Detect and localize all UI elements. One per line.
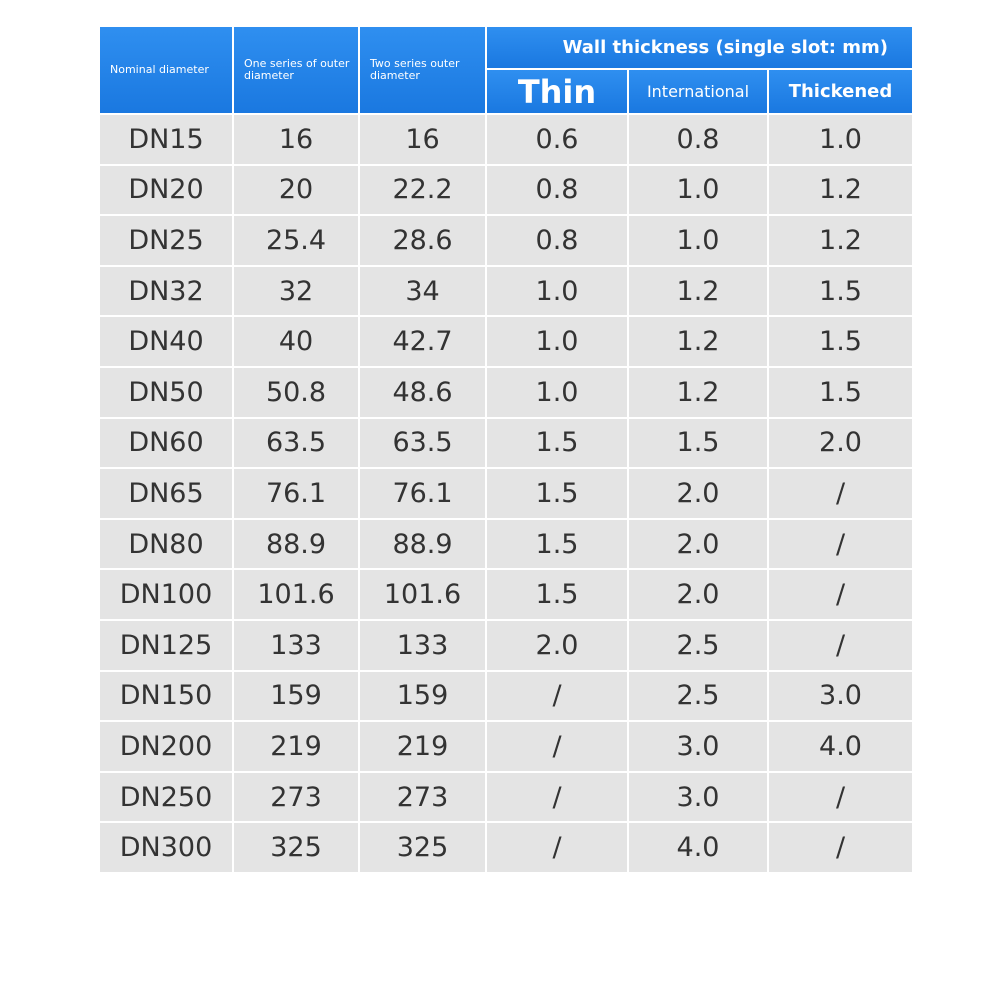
row-label: DN300 [100,823,232,872]
row-label: DN15 [100,115,232,164]
table-cell: 4.0 [629,823,767,872]
table-cell: / [769,772,912,822]
table-cell: 1.0 [629,165,767,215]
table-cell: 2.0 [487,621,627,670]
row-label: DN200 [100,722,232,771]
table-cell: 159 [360,671,485,721]
table-cell: 0.8 [487,216,627,265]
table-cell: 1.0 [769,115,912,164]
header-wall-thickness: Wall thickness (single slot: mm) [487,27,912,68]
row-label: DN80 [100,519,232,569]
table-cell: 325 [360,823,485,872]
table-cell: 1.2 [629,368,767,417]
table-cell: 2.5 [629,621,767,670]
table-cell: 2.0 [629,469,767,518]
table-cell: 3.0 [769,671,912,721]
table-cell: / [487,823,627,872]
row-label: DN25 [100,216,232,265]
table-cell: 273 [360,772,485,822]
table-cell: / [487,772,627,822]
table-cell: 159 [234,671,358,721]
table-cell: / [769,519,912,569]
table-cell: 1.5 [487,469,627,518]
table-cell: 1.2 [769,216,912,265]
row-label: DN250 [100,772,232,822]
table-cell: / [769,621,912,670]
table-cell: 76.1 [360,469,485,518]
row-label: DN50 [100,368,232,417]
table-cell: 1.5 [769,317,912,366]
table-cell: 50.8 [234,368,358,417]
table-cell: 3.0 [629,772,767,822]
table-cell: 2.0 [629,570,767,619]
table-cell: 2.0 [629,519,767,569]
table-cell: 16 [360,115,485,164]
table-cell: 1.5 [769,368,912,417]
header-series-one: One series of outer diameter [234,27,358,113]
table-cell: / [487,722,627,771]
table-cell: 0.8 [487,165,627,215]
row-label: DN100 [100,570,232,619]
table-cell: 1.2 [629,266,767,316]
table-cell: 1.5 [769,266,912,316]
table-cell: 1.2 [629,317,767,366]
table-cell: 32 [234,266,358,316]
table-cell: 20 [234,165,358,215]
table-cell: 2.5 [629,671,767,721]
table-cell: 28.6 [360,216,485,265]
table-cell: 16 [234,115,358,164]
table-cell: 1.0 [487,368,627,417]
row-label: DN20 [100,165,232,215]
table-cell: 2.0 [769,418,912,468]
table-cell: 63.5 [360,418,485,468]
table-cell: 0.6 [487,115,627,164]
table-cell: 1.0 [487,317,627,366]
table-cell: 219 [234,722,358,771]
table-cell: 3.0 [629,722,767,771]
table-cell: 101.6 [234,570,358,619]
table-cell: 88.9 [234,519,358,569]
table-cell: 1.5 [487,570,627,619]
header-series-two: Two series outer diameter [360,27,485,113]
table-cell: 1.5 [487,519,627,569]
table-cell: / [487,671,627,721]
header-nominal: Nominal diameter [100,27,232,113]
table-cell: 22.2 [360,165,485,215]
table-cell: 325 [234,823,358,872]
row-label: DN40 [100,317,232,366]
row-label: DN125 [100,621,232,670]
table-cell: 219 [360,722,485,771]
table-cell: 88.9 [360,519,485,569]
table-cell: / [769,469,912,518]
table-cell: 101.6 [360,570,485,619]
row-label: DN32 [100,266,232,316]
table-cell: 76.1 [234,469,358,518]
table-cell: 1.5 [487,418,627,468]
table-cell: 63.5 [234,418,358,468]
table-cell: 1.2 [769,165,912,215]
table-cell: 34 [360,266,485,316]
table-cell: 133 [360,621,485,670]
header-subheader: Thin [487,70,627,113]
table-cell: 48.6 [360,368,485,417]
table-cell: 1.5 [629,418,767,468]
table-cell: / [769,823,912,872]
table-cell: 0.8 [629,115,767,164]
table-cell: / [769,570,912,619]
table-cell: 133 [234,621,358,670]
row-label: DN150 [100,671,232,721]
header-subheader: International [629,70,767,113]
table-cell: 25.4 [234,216,358,265]
header-subheader: Thickened [769,70,912,113]
table-cell: 1.0 [629,216,767,265]
table-cell: 4.0 [769,722,912,771]
table-cell: 1.0 [487,266,627,316]
row-label: DN65 [100,469,232,518]
table-cell: 273 [234,772,358,822]
table-cell: 42.7 [360,317,485,366]
row-label: DN60 [100,418,232,468]
table-cell: 40 [234,317,358,366]
